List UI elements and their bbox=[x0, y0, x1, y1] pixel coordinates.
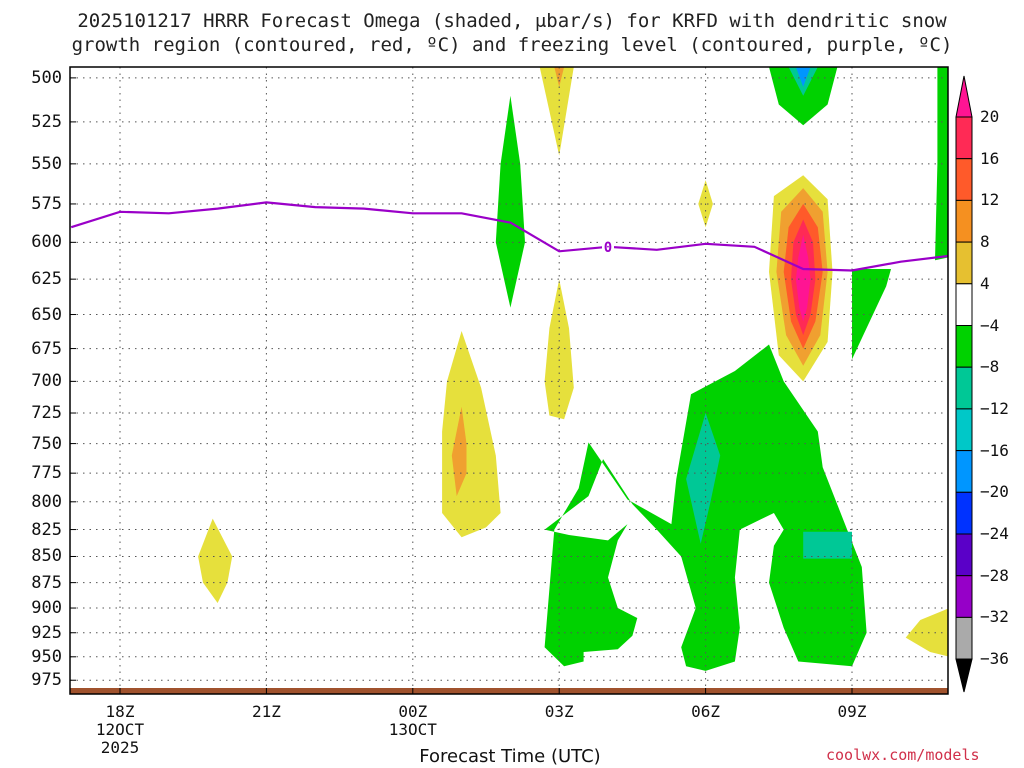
colorbar-tick-label: −12 bbox=[980, 398, 1009, 418]
x-tick-label: 21Z bbox=[251, 702, 281, 721]
x-tick-label: 06Z bbox=[691, 702, 721, 721]
plot-border bbox=[69, 66, 949, 695]
colorbar-bin bbox=[955, 616, 973, 660]
y-tick-label: 775 bbox=[31, 463, 62, 484]
colorbar-bin-top bbox=[955, 75, 973, 118]
x-tick-date-label: 12OCT bbox=[95, 720, 145, 739]
y-tick-label: 750 bbox=[31, 433, 62, 454]
colorbar-tick-label: 16 bbox=[980, 148, 1000, 168]
omega-region-downward-08z-top-core bbox=[795, 67, 811, 87]
colorbar-bin bbox=[955, 199, 973, 243]
x-tick-label: 18Z bbox=[105, 702, 135, 721]
plot-frame bbox=[69, 66, 949, 695]
omega-region-downward-06z-inner bbox=[686, 413, 721, 544]
colorbar-bin bbox=[955, 450, 973, 493]
colorbar-tick-label: 12 bbox=[980, 190, 1000, 210]
y-tick-label: 850 bbox=[31, 546, 62, 567]
x-tick-label: 00Z bbox=[398, 702, 428, 721]
credit-link[interactable]: coolwx.com/models bbox=[826, 746, 980, 764]
omega-region-downward-08z-top-outer bbox=[769, 67, 838, 126]
x-axis-label: Forecast Time (UTC) bbox=[419, 746, 601, 767]
freezing-level-label: 0 bbox=[604, 240, 612, 256]
chart-title-line-2: growth region (contoured, red, ºC) and f… bbox=[71, 34, 953, 56]
omega-region-downward-0230z bbox=[495, 95, 525, 308]
colorbar-bin bbox=[955, 241, 973, 285]
freezing-level-label-bg bbox=[602, 238, 614, 254]
y-tick-label: 925 bbox=[31, 622, 62, 643]
omega-region-downward-0815z-inner bbox=[803, 531, 852, 559]
colorbar-bin bbox=[955, 283, 973, 326]
freezing-level-line bbox=[70, 201, 948, 272]
omega-region-upward-1030z bbox=[905, 608, 948, 657]
colorbar-tick-label: 8 bbox=[980, 232, 990, 252]
omega-shaded-regions bbox=[198, 67, 948, 671]
y-tick-label: 700 bbox=[31, 371, 62, 392]
y-tick-label: 950 bbox=[31, 646, 62, 667]
colorbar-tick-label: −36 bbox=[980, 649, 1009, 669]
x-tick-label: 09Z bbox=[837, 702, 867, 721]
colorbar-bin-bottom bbox=[955, 658, 973, 693]
colorbar-bin bbox=[955, 158, 973, 201]
y-tick-label: 650 bbox=[31, 304, 62, 325]
x-tick-date-label: 2025 bbox=[100, 738, 140, 757]
freezing-level-contour: 0 bbox=[70, 201, 948, 272]
y-tick-label: 550 bbox=[31, 153, 62, 174]
colorbar-tick-label: −24 bbox=[980, 524, 1009, 543]
colorbar-tick-label: −20 bbox=[980, 482, 1009, 502]
colorbar-bin bbox=[955, 325, 973, 368]
y-tick-label: 675 bbox=[31, 338, 62, 359]
colorbar-tick-label: 4 bbox=[980, 273, 990, 293]
colorbar-tick-label: −4 bbox=[980, 315, 1000, 335]
colorbar-bin bbox=[955, 575, 973, 618]
y-tick-label: 625 bbox=[31, 269, 62, 290]
colorbar-bin bbox=[955, 366, 973, 410]
y-tick-label: 900 bbox=[31, 598, 62, 619]
omega-region-upward-03z-top-outer bbox=[539, 67, 574, 156]
colorbar-bin bbox=[955, 116, 973, 160]
omega-region-downward-0930z bbox=[852, 269, 891, 360]
colorbar-tick-label: −16 bbox=[980, 440, 1009, 460]
colorbar-tick-label: −8 bbox=[980, 357, 1000, 377]
y-tick-label: 975 bbox=[31, 670, 62, 691]
omega-region-upward-0130z-inner bbox=[451, 406, 467, 497]
y-tick-label: 600 bbox=[31, 232, 62, 253]
y-tick-label: 800 bbox=[31, 491, 62, 512]
omega-region-upward-08z-core bbox=[795, 234, 811, 322]
colorbar bbox=[955, 75, 973, 693]
y-tick-label: 875 bbox=[31, 572, 62, 593]
colorbar-tick-label: −28 bbox=[980, 565, 1009, 585]
colorbar-tick-label: 20 bbox=[980, 107, 1000, 126]
colorbar-bin bbox=[955, 408, 973, 452]
y-tick-label: 500 bbox=[31, 67, 62, 88]
x-tick-label: 03Z bbox=[544, 702, 574, 721]
colorbar-tick-label: −32 bbox=[980, 607, 1009, 627]
ground-surface bbox=[70, 688, 948, 694]
omega-region-upward-03z-top-inner bbox=[554, 67, 565, 87]
omega-region-upward-03z-mid bbox=[544, 279, 574, 420]
chart-title-line-1: 2025101217 HRRR Forecast Omega (shaded, … bbox=[77, 10, 947, 32]
y-tick-label: 725 bbox=[31, 403, 62, 424]
grid-lines bbox=[70, 67, 948, 694]
ground-band bbox=[70, 688, 948, 694]
y-tick-label: 575 bbox=[31, 193, 62, 214]
x-tick-date-label: 13OCT bbox=[388, 720, 437, 739]
omega-region-upward-20z bbox=[198, 518, 233, 603]
colorbar-bin bbox=[955, 533, 973, 577]
omega-region-upward-0130z bbox=[442, 331, 501, 538]
y-tick-label: 525 bbox=[31, 111, 62, 132]
y-tick-label: 825 bbox=[31, 519, 62, 540]
colorbar-bin bbox=[955, 491, 973, 535]
